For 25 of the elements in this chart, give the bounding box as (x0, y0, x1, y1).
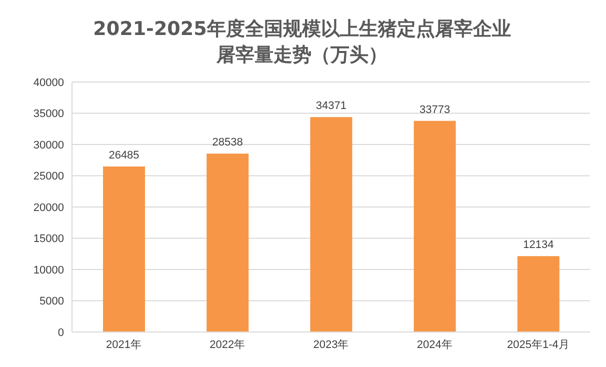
y-tick-label: 20000 (33, 202, 64, 214)
chart-title: 2021-2025年度全国规模以上生猪定点屠宰企业屠宰量走势（万头） (92, 17, 512, 68)
y-tick-label: 0 (58, 326, 64, 339)
bar (103, 166, 145, 332)
x-tick-label: 2025年1-4月 (507, 338, 570, 351)
data-label: 26485 (108, 149, 140, 162)
y-tick-label: 15000 (33, 233, 64, 246)
bar (414, 120, 456, 332)
data-label: 28538 (212, 136, 243, 149)
bar (310, 117, 352, 332)
data-label: 34371 (316, 100, 346, 112)
x-tick-label: 2021年 (106, 338, 142, 351)
y-tick-label: 25000 (33, 170, 64, 183)
x-tick-label: 2024年 (416, 338, 452, 351)
bar (206, 154, 249, 332)
y-tick-label: 40000 (33, 76, 64, 89)
y-tick-label: 5000 (40, 296, 64, 308)
bar (517, 256, 560, 332)
data-label: 33773 (420, 104, 450, 116)
y-tick-label: 35000 (33, 108, 64, 120)
data-label: 12134 (523, 239, 554, 252)
x-tick-label: 2022年 (210, 338, 246, 351)
y-tick-label: 10000 (33, 264, 64, 276)
x-tick-label: 2023年 (313, 338, 349, 351)
y-tick-label: 30000 (33, 139, 64, 152)
